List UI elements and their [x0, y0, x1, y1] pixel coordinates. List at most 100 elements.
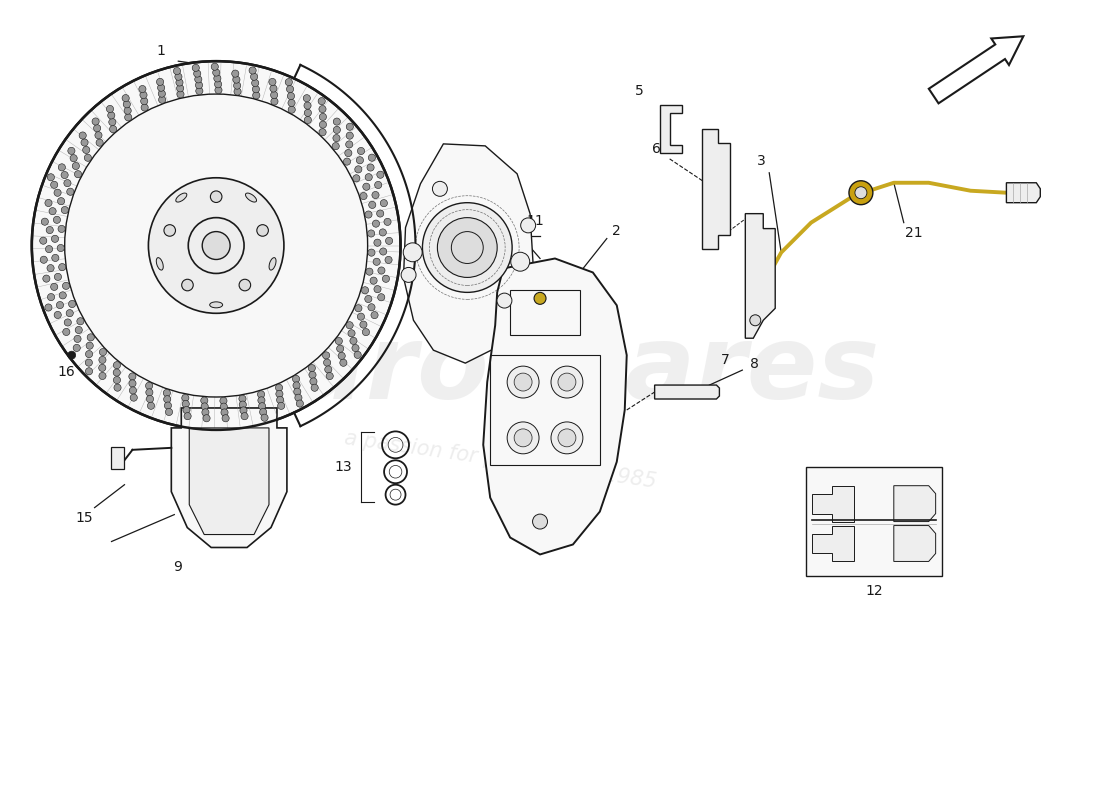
- Circle shape: [366, 268, 373, 275]
- Circle shape: [422, 202, 513, 292]
- Circle shape: [109, 118, 116, 126]
- Text: 9: 9: [173, 561, 182, 574]
- Circle shape: [147, 402, 155, 410]
- Circle shape: [275, 384, 283, 391]
- Circle shape: [177, 85, 184, 92]
- Circle shape: [47, 294, 55, 301]
- Circle shape: [322, 352, 330, 359]
- Circle shape: [305, 117, 311, 123]
- Circle shape: [558, 373, 576, 391]
- Circle shape: [148, 178, 284, 314]
- Circle shape: [348, 330, 355, 337]
- Circle shape: [41, 218, 48, 226]
- Circle shape: [438, 218, 497, 278]
- Circle shape: [368, 154, 375, 162]
- Circle shape: [182, 394, 189, 402]
- Circle shape: [113, 362, 121, 369]
- Circle shape: [94, 125, 101, 132]
- Circle shape: [196, 82, 202, 89]
- Circle shape: [276, 390, 283, 398]
- Circle shape: [271, 91, 277, 98]
- Circle shape: [384, 218, 392, 226]
- Circle shape: [184, 413, 191, 420]
- Ellipse shape: [210, 302, 222, 308]
- Circle shape: [51, 182, 58, 188]
- Circle shape: [110, 126, 117, 133]
- Circle shape: [58, 164, 65, 171]
- Circle shape: [305, 110, 311, 117]
- Circle shape: [107, 106, 113, 113]
- Circle shape: [204, 414, 210, 422]
- Circle shape: [258, 402, 266, 410]
- Circle shape: [202, 231, 230, 259]
- Circle shape: [113, 369, 120, 376]
- Circle shape: [345, 141, 353, 148]
- Circle shape: [158, 96, 166, 103]
- Polygon shape: [746, 214, 776, 338]
- Circle shape: [158, 90, 165, 98]
- Circle shape: [551, 422, 583, 454]
- Circle shape: [354, 351, 361, 358]
- Circle shape: [346, 322, 353, 329]
- Text: 7: 7: [720, 353, 729, 367]
- Circle shape: [45, 199, 52, 206]
- Circle shape: [294, 388, 301, 395]
- Circle shape: [310, 378, 317, 385]
- Circle shape: [163, 390, 170, 397]
- Circle shape: [383, 275, 389, 282]
- Circle shape: [374, 239, 381, 246]
- Circle shape: [520, 218, 536, 233]
- Circle shape: [156, 78, 164, 86]
- Circle shape: [337, 345, 344, 352]
- Circle shape: [96, 139, 103, 146]
- Circle shape: [293, 375, 299, 382]
- Circle shape: [510, 252, 530, 271]
- Circle shape: [164, 396, 170, 403]
- Polygon shape: [404, 144, 534, 363]
- Circle shape: [188, 218, 244, 274]
- Text: 19: 19: [551, 323, 569, 338]
- Polygon shape: [1006, 182, 1041, 202]
- Text: 6: 6: [652, 142, 661, 156]
- Circle shape: [532, 514, 548, 529]
- Circle shape: [57, 245, 64, 252]
- Text: 5: 5: [636, 84, 645, 98]
- Circle shape: [497, 293, 512, 308]
- Circle shape: [64, 319, 72, 326]
- Circle shape: [318, 98, 326, 105]
- Circle shape: [360, 321, 367, 328]
- Circle shape: [507, 366, 539, 398]
- Polygon shape: [812, 526, 854, 562]
- Circle shape: [404, 243, 422, 262]
- Ellipse shape: [176, 193, 187, 202]
- Circle shape: [95, 132, 102, 139]
- Circle shape: [332, 142, 339, 150]
- Circle shape: [239, 401, 246, 408]
- Circle shape: [45, 246, 53, 253]
- Circle shape: [183, 400, 189, 407]
- Circle shape: [367, 249, 375, 256]
- Circle shape: [346, 123, 353, 130]
- Circle shape: [56, 302, 64, 309]
- Circle shape: [365, 295, 372, 302]
- Circle shape: [77, 318, 84, 325]
- Circle shape: [288, 99, 295, 106]
- Circle shape: [87, 334, 95, 341]
- Circle shape: [86, 342, 94, 350]
- Circle shape: [360, 193, 367, 200]
- Circle shape: [194, 70, 201, 77]
- Circle shape: [257, 390, 265, 398]
- Circle shape: [256, 225, 268, 236]
- Circle shape: [60, 171, 68, 178]
- Circle shape: [47, 174, 55, 181]
- Circle shape: [286, 86, 294, 93]
- Circle shape: [140, 91, 147, 98]
- Circle shape: [363, 183, 370, 190]
- FancyBboxPatch shape: [110, 447, 124, 469]
- Circle shape: [62, 206, 68, 214]
- Circle shape: [276, 396, 284, 403]
- Circle shape: [287, 93, 295, 100]
- Circle shape: [849, 181, 873, 205]
- Circle shape: [64, 179, 72, 186]
- Circle shape: [73, 162, 79, 170]
